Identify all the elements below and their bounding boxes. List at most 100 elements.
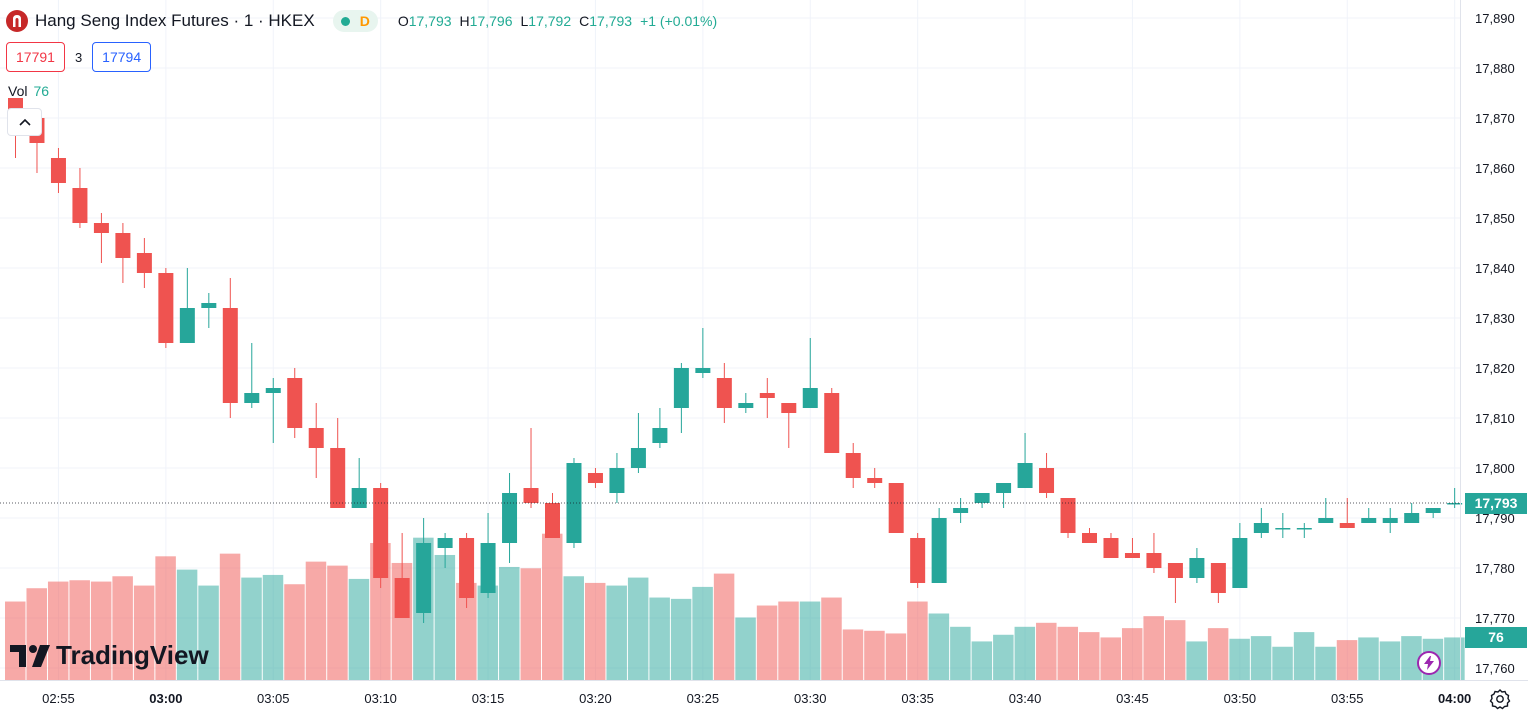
volume-bar <box>1336 640 1358 680</box>
volume-label: Vol <box>8 83 28 99</box>
volume-bar <box>47 581 69 680</box>
candle-body <box>1447 503 1463 505</box>
candle <box>1447 488 1463 508</box>
candle-body <box>867 478 883 483</box>
candle-body <box>287 378 303 428</box>
candle <box>158 268 174 348</box>
candle <box>50 148 66 193</box>
candle-body <box>695 368 711 373</box>
candle-body <box>652 428 668 443</box>
candle-body <box>587 473 603 483</box>
time-tick-label: 03:05 <box>257 691 290 706</box>
volume-bar <box>176 569 198 680</box>
volume-bar <box>1121 628 1143 680</box>
market-status[interactable]: D <box>332 10 378 32</box>
volume-bar <box>1036 622 1057 680</box>
price-tick-label: 17,770 <box>1475 611 1515 626</box>
candle-body <box>72 188 88 223</box>
chevron-up-icon <box>18 118 31 126</box>
candle <box>609 453 625 503</box>
volume-bar <box>1293 632 1315 680</box>
candle-body <box>136 253 152 273</box>
volume-bar <box>713 573 735 680</box>
candle <box>652 408 668 448</box>
candle <box>759 378 775 418</box>
candle <box>673 363 689 433</box>
candle-body <box>545 503 560 538</box>
symbol-legend: Hang Seng Index Futures · 1 · HKEX D O17… <box>6 8 717 34</box>
price-tick-label: 17,860 <box>1475 161 1515 176</box>
candle <box>502 473 518 563</box>
candle-body <box>609 468 625 493</box>
candle-body <box>1361 518 1377 523</box>
candle <box>845 443 861 488</box>
candle <box>1210 563 1226 603</box>
candle <box>459 533 475 608</box>
candle <box>996 483 1012 508</box>
time-tick-label: 03:15 <box>472 691 505 706</box>
time-tick-label: 03:10 <box>364 691 397 706</box>
volume-bar <box>327 565 348 680</box>
candle-body <box>953 508 969 513</box>
candle-body <box>1189 558 1205 578</box>
volume-bar <box>69 580 90 680</box>
volume-bar <box>864 630 885 680</box>
price-tick-label: 17,840 <box>1475 261 1515 276</box>
lightning-icon[interactable] <box>1417 651 1441 675</box>
volume-bar <box>627 577 649 680</box>
price-tick-label: 17,800 <box>1475 461 1515 476</box>
volume-bar <box>756 605 778 680</box>
volume-bar <box>1272 646 1293 680</box>
candle <box>630 413 646 473</box>
last-price-tag: 17,793 <box>1465 492 1527 514</box>
candle-body <box>738 403 754 408</box>
candle-body <box>910 538 926 583</box>
time-tick-label: 02:55 <box>42 691 75 706</box>
candle-body <box>1253 523 1269 533</box>
candle <box>716 363 732 423</box>
high-label: H <box>459 13 470 29</box>
candle-body <box>437 538 453 548</box>
volume-bar <box>1358 637 1379 680</box>
collapse-legend-button[interactable] <box>7 108 42 136</box>
price-tick-label: 17,810 <box>1475 411 1515 426</box>
close-label: C <box>579 13 590 29</box>
time-tick-label: 03:55 <box>1331 691 1364 706</box>
tradingview-logo[interactable]: TradingView <box>10 640 209 671</box>
candle-body <box>1103 538 1119 558</box>
volume-bar <box>262 574 284 680</box>
volume-bar <box>649 597 670 680</box>
settings-icon[interactable] <box>1489 688 1511 710</box>
candle <box>1318 498 1334 523</box>
candle <box>1189 548 1205 583</box>
price-tick-label: 17,780 <box>1475 561 1515 576</box>
sell-button[interactable]: 17791 <box>6 42 65 72</box>
volume-bar <box>284 584 305 680</box>
symbol-title[interactable]: Hang Seng Index Futures · 1 · HKEX <box>35 11 315 30</box>
volume-bar <box>1444 637 1465 680</box>
candle <box>115 223 131 283</box>
candle <box>222 278 238 418</box>
tradingview-wordmark: TradingView <box>56 640 209 670</box>
volume-bar <box>241 577 262 680</box>
candle <box>1275 513 1291 538</box>
price-scale[interactable]: 17,890 17,880 17,870 17,860 17,850 17,840 17,8… <box>1475 11 1515 676</box>
price-tick-label: 17,830 <box>1475 311 1515 326</box>
volume-bar <box>1057 626 1079 680</box>
time-scale[interactable]: 02:55 03:00 03:05 03:10 03:15 03:20 03:25 03:30… <box>42 691 1471 706</box>
candle <box>953 498 969 523</box>
price-tick-label: 17,870 <box>1475 111 1515 126</box>
candle <box>351 458 367 508</box>
volume-bar <box>1014 626 1036 680</box>
time-tick-label: 04:00 <box>1438 691 1471 706</box>
data-delay-badge: D <box>359 13 370 29</box>
volume-legend[interactable]: Vol 76 <box>8 83 49 99</box>
candle-body <box>1275 528 1291 530</box>
candle <box>867 468 883 488</box>
volume-bar <box>606 585 627 680</box>
tradingview-logo-icon <box>10 644 50 667</box>
buy-button[interactable]: 17794 <box>92 42 152 72</box>
price-tick-label: 17,760 <box>1475 661 1515 676</box>
price-tick-label: 17,850 <box>1475 211 1515 226</box>
